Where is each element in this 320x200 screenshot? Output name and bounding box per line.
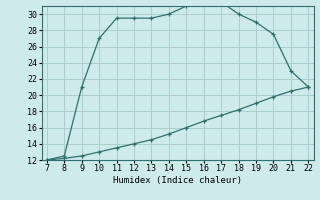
X-axis label: Humidex (Indice chaleur): Humidex (Indice chaleur) (113, 176, 242, 185)
